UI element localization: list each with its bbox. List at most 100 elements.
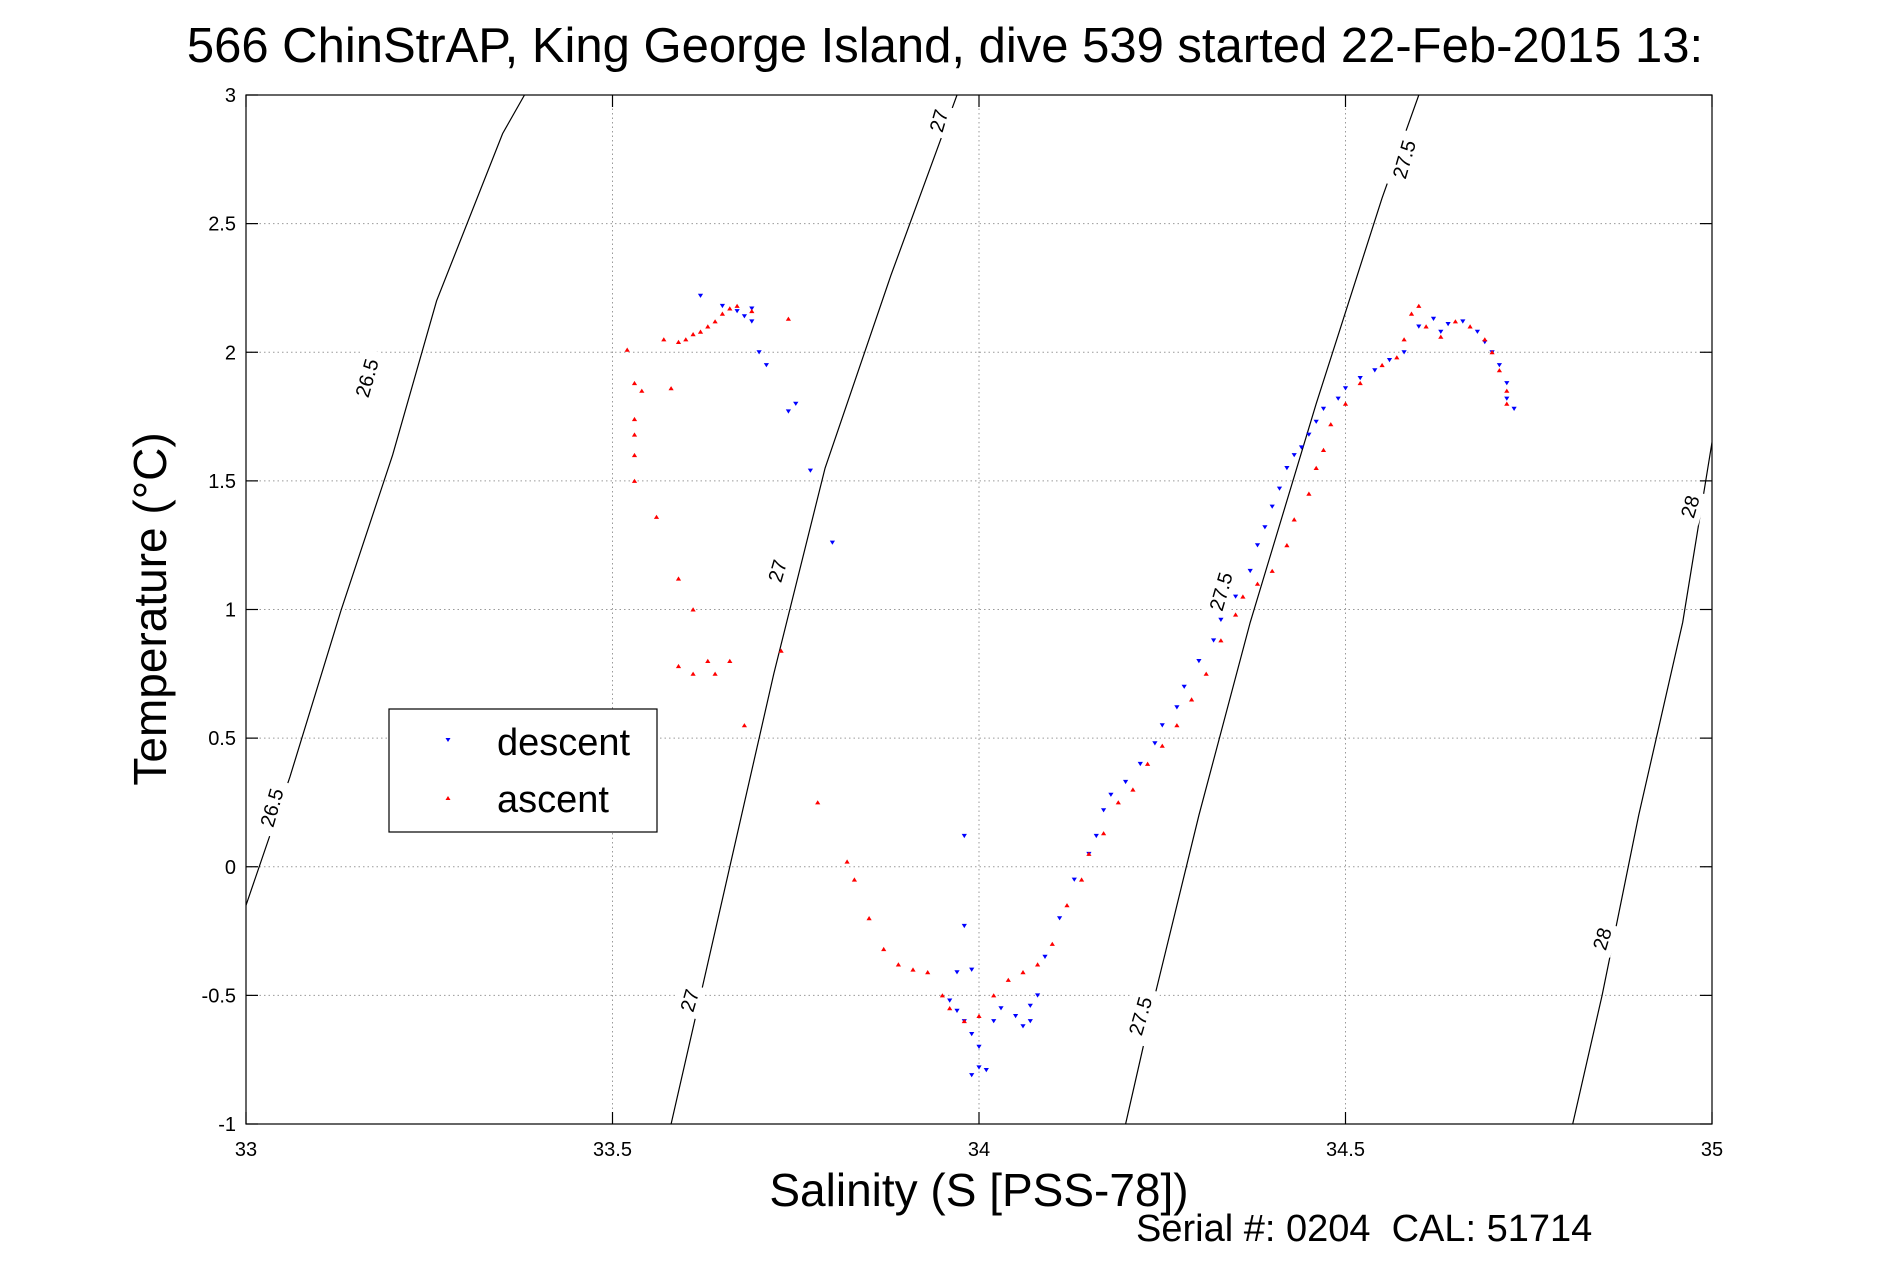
x-tick-label: 33.5 — [593, 1139, 632, 1161]
descent-point — [1357, 376, 1363, 381]
ascent-point — [881, 946, 887, 952]
ascent-point — [631, 452, 638, 458]
descent-point — [741, 314, 747, 319]
ascent-point — [1467, 324, 1473, 329]
ascent-point — [1452, 319, 1458, 324]
ascent-point — [1394, 355, 1400, 360]
descent-point — [1386, 358, 1393, 363]
descent-point — [1496, 363, 1502, 368]
descent-point — [1123, 779, 1129, 785]
y-axis-label: Temperature (°C) — [124, 432, 176, 785]
descent-point — [1269, 504, 1275, 509]
isopycnal-label-bg — [1673, 487, 1707, 526]
y-tick-label: -0.5 — [202, 985, 236, 1007]
ascent-point — [1291, 517, 1297, 522]
isopycnal-label-bg — [1200, 561, 1242, 622]
y-tick-label: 2.5 — [208, 214, 236, 236]
y-tick-label: 2 — [225, 342, 236, 364]
isopycnal-line — [246, 95, 526, 906]
x-axis-label: Salinity (S [PSS-78]) — [769, 1164, 1188, 1216]
legend-descent-label: descent — [497, 722, 631, 764]
ascent-point — [1020, 970, 1026, 975]
descent-point — [983, 1068, 989, 1073]
descent-point — [1401, 350, 1407, 355]
ascent-point — [1416, 303, 1422, 308]
ascent-point — [639, 388, 645, 393]
ascent-point — [851, 877, 857, 882]
descent-point — [969, 967, 975, 972]
ascent-point — [675, 576, 682, 581]
isopycnal-label-bg — [346, 347, 388, 409]
ascent-point — [1233, 612, 1239, 617]
y-tick-label: 0.5 — [208, 728, 236, 750]
x-tick-label: 34 — [968, 1139, 990, 1161]
y-tick-label: -1 — [218, 1114, 236, 1136]
descent-point — [976, 1065, 982, 1070]
ascent-point — [719, 311, 725, 316]
descent-point — [1137, 761, 1143, 767]
ascent-point — [734, 303, 740, 308]
ascent-point — [947, 1006, 953, 1011]
chart-title: 566 ChinStrAP, King George Island, dive … — [187, 19, 1703, 73]
descent-point — [1093, 833, 1099, 839]
isopycnal-line — [1572, 442, 1712, 1124]
ascent-point — [844, 859, 850, 864]
descent-point — [954, 1008, 960, 1013]
ascent-point — [631, 432, 638, 437]
descent-point — [1284, 466, 1290, 471]
ascent-point — [1130, 787, 1136, 792]
isopycnal-label: 26.5 — [251, 777, 292, 839]
ascent-point — [1086, 851, 1092, 856]
ascent-point — [1284, 543, 1290, 548]
descent-point — [1511, 406, 1517, 411]
ascent-point — [1379, 362, 1385, 368]
descent-point — [1342, 386, 1349, 391]
descent-point — [785, 409, 791, 414]
descent-point — [1460, 319, 1466, 324]
descent-point — [991, 1019, 997, 1024]
isopycnal-label: 27 — [672, 981, 707, 1020]
descent-point — [1152, 741, 1158, 746]
ascent-point — [1504, 401, 1510, 406]
descent-point — [807, 468, 813, 473]
descent-point — [1035, 993, 1041, 998]
descent-point — [1313, 419, 1319, 424]
descent-point — [719, 303, 725, 309]
ascent-point — [925, 970, 931, 975]
descent-point — [1211, 638, 1217, 643]
descent-point — [1181, 684, 1187, 689]
ascent-point — [1101, 831, 1107, 836]
ascent-point — [653, 514, 660, 519]
x-tick-label: 33 — [235, 1139, 257, 1161]
isopycnal-label-bg — [1120, 985, 1161, 1047]
ascent-point — [712, 671, 718, 676]
series-descent — [697, 293, 1517, 1078]
descent-point — [1071, 877, 1077, 882]
ascent-point — [690, 332, 696, 337]
ascent-point — [991, 993, 997, 998]
descent-point — [969, 1032, 975, 1037]
isopycnal-label: 28 — [1673, 487, 1707, 526]
descent-point — [1027, 1003, 1033, 1008]
ascent-point — [1489, 350, 1495, 355]
ascent-point — [785, 316, 791, 321]
isopycnal-label-bg — [921, 101, 956, 140]
isopycnal-label: 28 — [1585, 919, 1620, 958]
ascent-point — [697, 329, 704, 334]
descent-point — [756, 350, 762, 355]
ascent-point — [1203, 671, 1209, 676]
descent-point — [697, 293, 704, 298]
descent-point — [1101, 808, 1107, 813]
descent-point — [1306, 432, 1312, 437]
legend-ascent-label: ascent — [497, 779, 609, 821]
descent-point — [1174, 705, 1180, 710]
ascent-point — [1189, 697, 1195, 702]
isopycnal-label-bg — [672, 981, 707, 1020]
descent-point — [961, 833, 967, 839]
descent-point — [1291, 453, 1297, 458]
x-tick-label: 35 — [1701, 1139, 1723, 1161]
ascent-point — [631, 380, 638, 386]
descent-point — [829, 540, 835, 545]
serial-calibration-label: Serial #: 0204 CAL: 51714 — [1136, 1208, 1592, 1250]
